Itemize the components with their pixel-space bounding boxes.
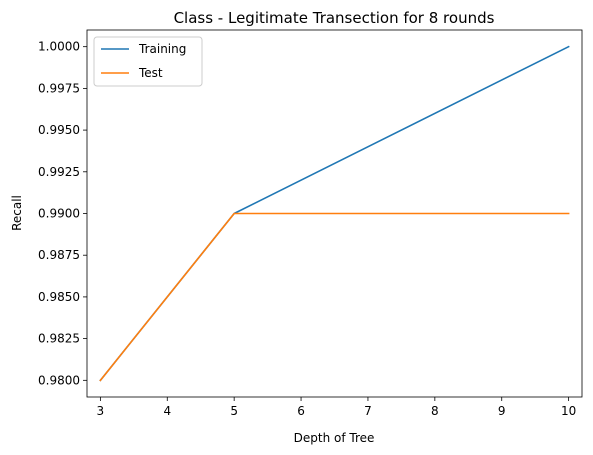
y-tick-label: 0.9900: [38, 207, 80, 221]
x-axis-label: Depth of Tree: [294, 431, 375, 445]
x-tick-label: 3: [97, 404, 105, 418]
y-axis: 0.9800 0.9825 0.9850 0.9875 0.9900 0.9925 0.99…: [38, 40, 87, 387]
x-tick-label: 8: [431, 404, 439, 418]
y-tick-label: 1.0000: [38, 40, 80, 54]
y-tick-label: 0.9825: [38, 332, 80, 346]
x-tick-label: 7: [364, 404, 372, 418]
legend-label-test: Test: [138, 66, 163, 80]
x-axis: 3 4 5 6 7 8 9 10: [97, 397, 576, 418]
y-tick-label: 0.9950: [38, 123, 80, 137]
x-tick-label: 10: [561, 404, 576, 418]
y-tick-label: 0.9800: [38, 373, 80, 387]
y-tick-label: 0.9925: [38, 165, 80, 179]
x-tick-label: 4: [163, 404, 171, 418]
y-tick-label: 0.9875: [38, 248, 80, 262]
y-axis-label: Recall: [10, 195, 24, 231]
x-tick-label: 5: [230, 404, 238, 418]
y-tick-label: 0.9975: [38, 81, 80, 95]
y-tick-label: 0.9850: [38, 290, 80, 304]
series-line-test: [99, 212, 570, 382]
x-tick-label: 9: [498, 404, 506, 418]
legend: Training Test: [93, 36, 203, 87]
series-layer: [99, 45, 570, 382]
chart-title: Class - Legitimate Transection for 8 rou…: [174, 9, 495, 27]
legend-label-training: Training: [138, 42, 186, 56]
x-tick-label: 6: [297, 404, 305, 418]
